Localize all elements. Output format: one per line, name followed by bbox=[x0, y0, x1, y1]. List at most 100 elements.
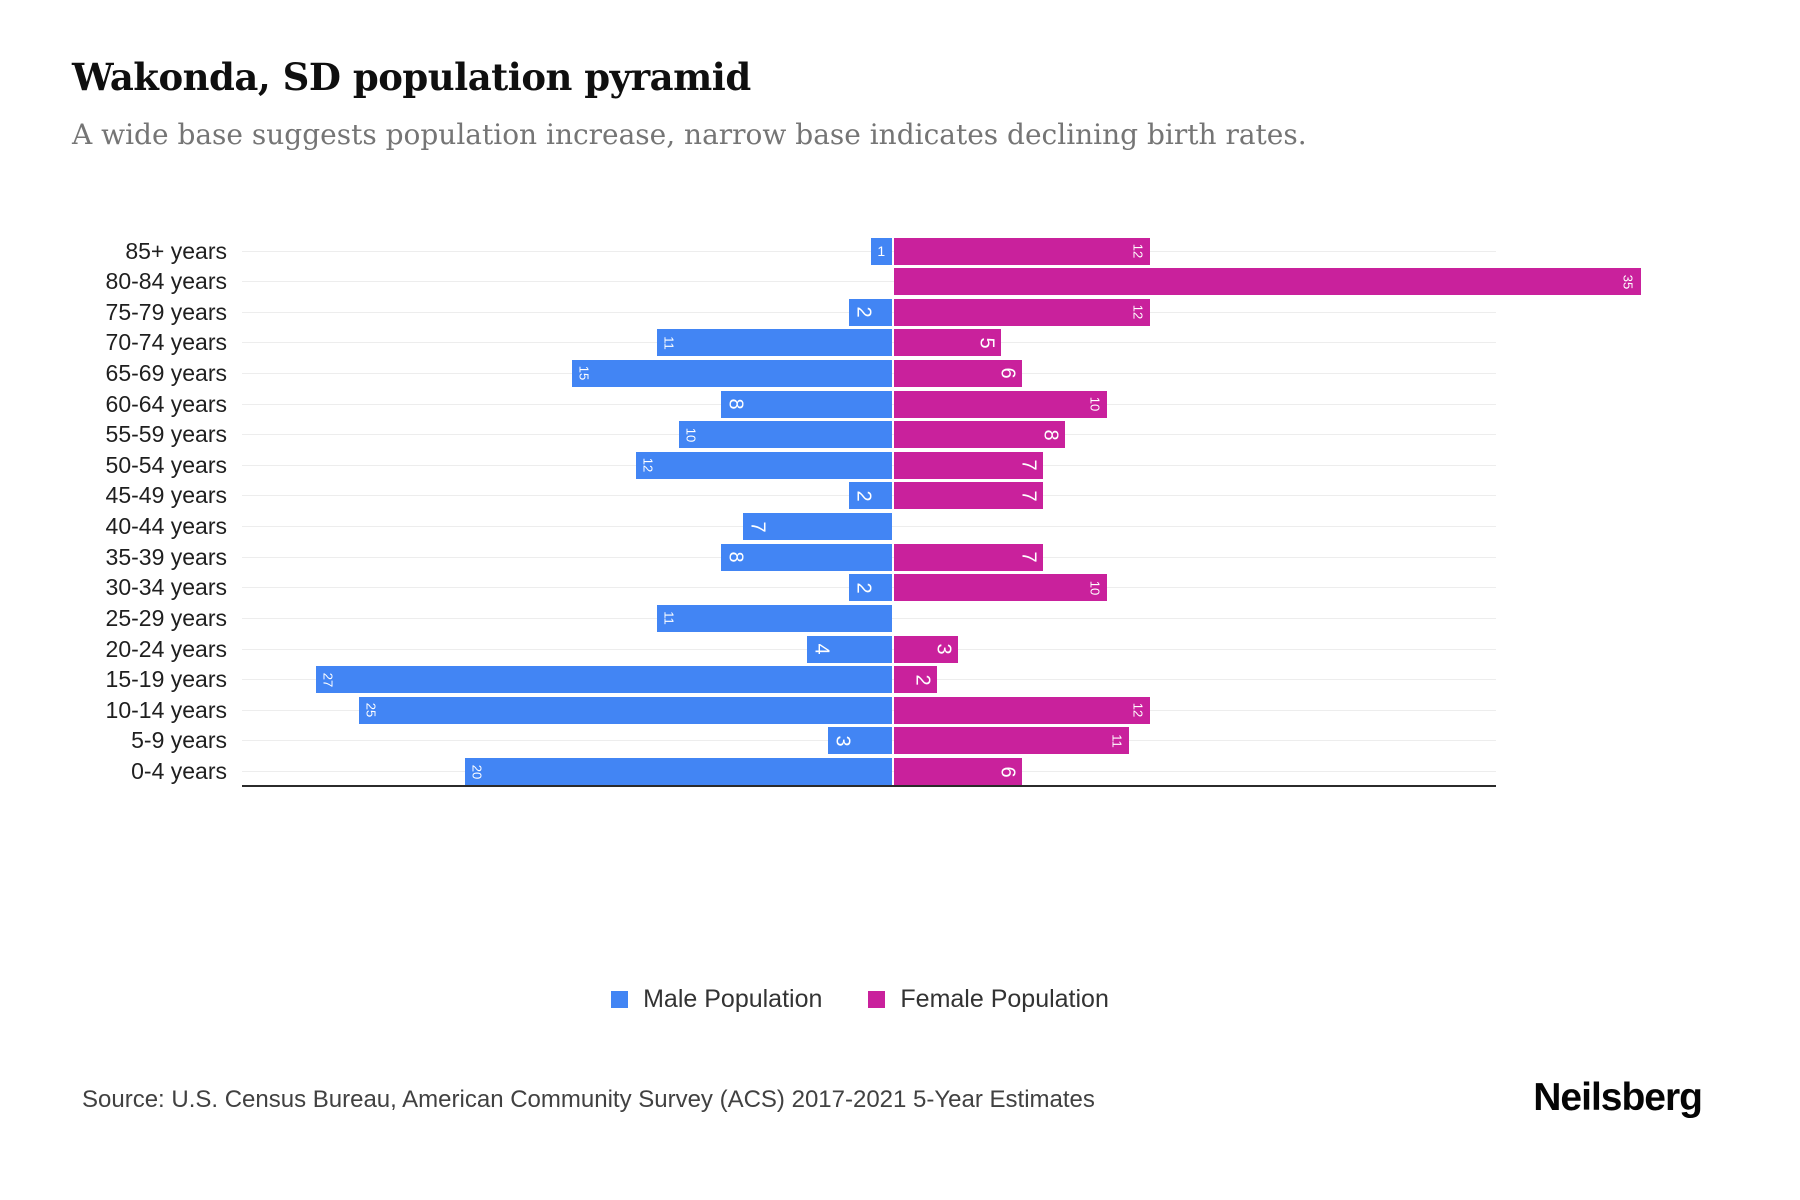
female-bar-35-39-years: 7 bbox=[894, 543, 1044, 571]
bar-value-label: 5 bbox=[975, 337, 998, 349]
bar-value-label: 20 bbox=[469, 764, 485, 779]
bar-value-label: 4 bbox=[810, 643, 833, 655]
age-axis-label-80-84-years: 80-84 years bbox=[105, 268, 227, 295]
bar-value-label: 6 bbox=[996, 367, 1019, 380]
male-bar-5-9-years: 3 bbox=[827, 727, 892, 755]
bar-value-label: 11 bbox=[661, 336, 677, 350]
male-bar-0-4-years: 20 bbox=[465, 758, 892, 786]
female-bar-15-19-years: 2 bbox=[894, 666, 937, 694]
age-axis-label-0-4-years: 0-4 years bbox=[131, 758, 227, 785]
bar-value-label: 27 bbox=[320, 672, 336, 687]
bar-value-label: 10 bbox=[1087, 580, 1103, 596]
male-bar-50-54-years: 12 bbox=[635, 451, 892, 479]
male-bar-75-79-years: 2 bbox=[849, 298, 892, 326]
age-axis-label-65-69-years: 65-69 years bbox=[105, 359, 227, 386]
male-legend-swatch bbox=[611, 990, 629, 1008]
age-axis-label-75-79-years: 75-79 years bbox=[105, 298, 227, 325]
neilsberg-logo: Neilsberg bbox=[1533, 1076, 1703, 1119]
bar-value-label: 7 bbox=[1017, 459, 1040, 471]
legend-item-male: Male Population bbox=[611, 985, 822, 1014]
bar-value-label: 3 bbox=[932, 643, 955, 655]
age-axis-label-20-24-years: 20-24 years bbox=[105, 635, 227, 662]
male-bar-45-49-years: 2 bbox=[849, 482, 892, 510]
male-bar-20-24-years: 4 bbox=[806, 635, 892, 663]
age-axis-label-55-59-years: 55-59 years bbox=[105, 421, 227, 448]
bar-value-label: 8 bbox=[724, 398, 747, 410]
age-axis-label-60-64-years: 60-64 years bbox=[105, 390, 227, 417]
chart-title: Wakonda, SD population pyramid bbox=[72, 55, 751, 99]
gridline bbox=[242, 281, 1496, 283]
bar-value-label: 6 bbox=[996, 765, 1019, 778]
age-axis-label-30-34-years: 30-34 years bbox=[105, 574, 227, 601]
female-bar-5-9-years: 11 bbox=[894, 727, 1129, 755]
bar-value-label: 35 bbox=[1621, 274, 1637, 289]
female-bar-0-4-years: 6 bbox=[894, 758, 1023, 786]
male-bar-30-34-years: 2 bbox=[849, 574, 892, 602]
female-bar-45-49-years: 7 bbox=[894, 482, 1044, 510]
bar-value-label: 12 bbox=[640, 458, 656, 473]
age-axis-label-70-74-years: 70-74 years bbox=[105, 329, 227, 356]
bar-value-label: 7 bbox=[1017, 551, 1040, 563]
bar-value-label: 15 bbox=[576, 366, 592, 381]
age-axis-label-35-39-years: 35-39 years bbox=[105, 543, 227, 570]
bar-value-label: 2 bbox=[852, 582, 875, 594]
age-axis-label-50-54-years: 50-54 years bbox=[105, 451, 227, 478]
bar-value-label: 2 bbox=[852, 306, 875, 318]
bar-value-label: 10 bbox=[1087, 396, 1103, 412]
age-axis-label-10-14-years: 10-14 years bbox=[105, 696, 227, 723]
bar-value-label: 8 bbox=[724, 551, 747, 563]
male-bar-55-59-years: 10 bbox=[678, 421, 892, 449]
male-bar-60-64-years: 8 bbox=[721, 390, 892, 418]
plot-area: 85+ years 1 12 80-84 years 35 75-79 years 2 12 7… bbox=[105, 237, 1641, 787]
bar-value-label: 12 bbox=[1130, 305, 1146, 320]
age-axis-label-85+-years: 85+ years bbox=[125, 237, 227, 264]
female-bar-20-24-years: 3 bbox=[894, 635, 959, 663]
female-bar-55-59-years: 8 bbox=[894, 421, 1065, 449]
gridline bbox=[242, 250, 1496, 252]
bar-value-label: 2 bbox=[911, 674, 934, 686]
female-bar-50-54-years: 7 bbox=[894, 451, 1044, 479]
female-bar-10-14-years: 12 bbox=[894, 696, 1151, 724]
bar-value-label: 25 bbox=[363, 703, 379, 718]
male-bar-15-19-years: 27 bbox=[315, 666, 892, 694]
bar-value-label: 7 bbox=[1017, 490, 1040, 502]
x-axis-baseline bbox=[242, 785, 1496, 787]
male-bar-35-39-years: 8 bbox=[721, 543, 892, 571]
female-bar-85+-years: 12 bbox=[894, 237, 1151, 265]
bar-value-label: 1 bbox=[877, 243, 886, 259]
female-legend-label: Female Population bbox=[900, 984, 1109, 1013]
legend: Male Population Female Population bbox=[0, 982, 1760, 1016]
legend-item-female: Female Population bbox=[868, 984, 1109, 1014]
male-bar-25-29-years: 11 bbox=[657, 604, 892, 632]
chart-subtitle: A wide base suggests population increase… bbox=[72, 118, 1307, 151]
age-axis-label-5-9-years: 5-9 years bbox=[131, 727, 227, 754]
female-bar-80-84-years: 35 bbox=[894, 268, 1641, 296]
female-bar-70-74-years: 5 bbox=[894, 329, 1001, 357]
age-axis-label-25-29-years: 25-29 years bbox=[105, 604, 227, 631]
bar-value-label: 2 bbox=[852, 490, 875, 502]
bar-value-label: 7 bbox=[746, 521, 769, 533]
age-axis-label-40-44-years: 40-44 years bbox=[105, 513, 227, 540]
bar-value-label: 11 bbox=[1109, 734, 1125, 748]
male-bar-85+-years: 1 bbox=[870, 237, 892, 265]
male-bar-40-44-years: 7 bbox=[742, 513, 892, 541]
male-legend-label: Male Population bbox=[643, 984, 823, 1013]
age-axis-label-45-49-years: 45-49 years bbox=[105, 482, 227, 509]
male-bar-70-74-years: 11 bbox=[657, 329, 892, 357]
bar-value-label: 8 bbox=[1039, 429, 1062, 441]
bar-value-label: 10 bbox=[683, 427, 699, 442]
source-note: Source: U.S. Census Bureau, American Com… bbox=[82, 1086, 1095, 1113]
male-bar-10-14-years: 25 bbox=[358, 696, 892, 724]
male-bar-65-69-years: 15 bbox=[571, 359, 892, 387]
female-bar-75-79-years: 12 bbox=[894, 298, 1151, 326]
female-bar-60-64-years: 10 bbox=[894, 390, 1108, 418]
bar-value-label: 12 bbox=[1130, 243, 1146, 259]
female-bar-65-69-years: 6 bbox=[894, 359, 1023, 387]
bar-value-label: 3 bbox=[831, 735, 854, 747]
female-bar-30-34-years: 10 bbox=[894, 574, 1108, 602]
bar-value-label: 11 bbox=[661, 611, 677, 626]
age-axis-label-15-19-years: 15-19 years bbox=[105, 666, 227, 693]
bar-value-label: 12 bbox=[1130, 703, 1146, 718]
female-legend-swatch bbox=[868, 990, 886, 1008]
